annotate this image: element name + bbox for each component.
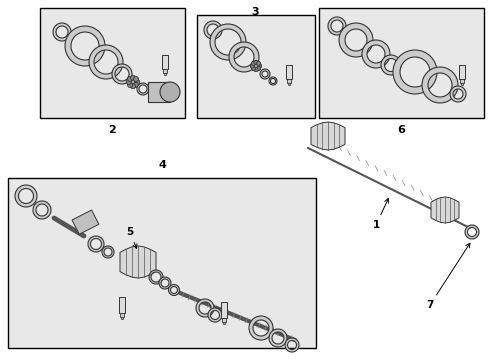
Bar [162,55,168,69]
Circle shape [127,77,132,81]
Polygon shape [430,197,458,223]
Wedge shape [449,86,465,102]
Wedge shape [380,55,400,75]
Wedge shape [464,225,478,239]
Circle shape [126,80,131,85]
Circle shape [134,80,140,85]
Wedge shape [228,42,259,72]
Wedge shape [392,50,436,94]
Bar [119,297,125,313]
Text: 1: 1 [372,198,387,230]
Circle shape [160,82,180,102]
Wedge shape [88,236,104,252]
Wedge shape [137,83,149,95]
Wedge shape [268,77,276,85]
Wedge shape [53,23,71,41]
Wedge shape [159,277,171,289]
Wedge shape [207,308,222,322]
Wedge shape [112,64,132,84]
Bar [318,8,483,118]
Circle shape [133,82,138,87]
Circle shape [130,75,135,80]
Wedge shape [248,316,272,340]
Circle shape [251,62,255,66]
Bar [120,313,123,317]
Circle shape [253,60,258,64]
Wedge shape [327,17,346,35]
Wedge shape [338,23,372,57]
Bar [197,15,314,118]
Bar [148,82,170,102]
Wedge shape [15,185,37,207]
Circle shape [127,82,132,87]
Wedge shape [33,201,51,219]
Circle shape [133,77,138,81]
Bar [460,83,462,85]
Text: 5: 5 [126,227,137,248]
Bar [459,79,463,83]
Wedge shape [268,329,286,347]
Circle shape [257,64,261,68]
Circle shape [256,62,260,66]
Bar [285,65,291,79]
Circle shape [250,61,261,71]
Circle shape [130,84,135,89]
Circle shape [251,67,255,71]
Circle shape [253,68,258,72]
Circle shape [250,64,254,68]
Wedge shape [149,270,163,284]
Text: 2: 2 [108,125,116,135]
Bar [286,79,290,83]
Wedge shape [421,67,457,103]
Bar [458,65,464,79]
Circle shape [256,67,260,71]
Wedge shape [361,40,389,68]
Wedge shape [260,69,269,79]
Wedge shape [285,338,298,352]
Wedge shape [209,24,245,60]
Bar [121,317,122,319]
Text: 7: 7 [426,243,469,310]
Bar [164,73,165,75]
Wedge shape [168,284,179,296]
Wedge shape [65,26,105,66]
Text: 4: 4 [158,160,165,170]
Wedge shape [89,45,123,79]
Bar [8,178,315,348]
Bar [72,210,99,234]
Bar [221,302,226,318]
Wedge shape [102,246,114,258]
Circle shape [128,77,138,87]
Bar [222,318,225,322]
Bar [40,8,184,118]
Text: 6: 6 [396,125,404,135]
Polygon shape [310,122,345,150]
Wedge shape [196,299,214,317]
Text: 3: 3 [251,7,258,17]
Wedge shape [203,21,222,39]
Bar [223,322,224,324]
Bar [287,83,289,85]
Bar [163,69,166,73]
Polygon shape [120,246,156,278]
